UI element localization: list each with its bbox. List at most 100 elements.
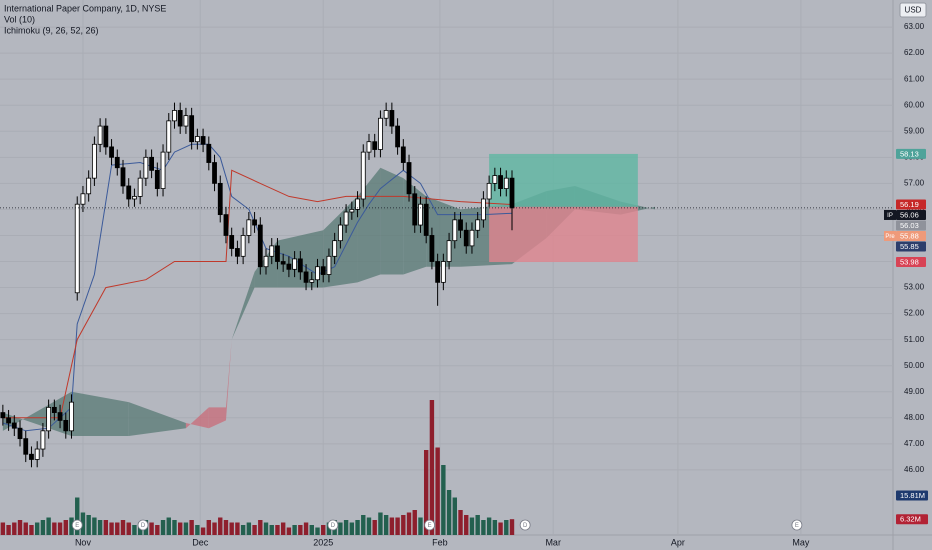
event-icon	[137, 519, 149, 531]
volume-bar	[235, 522, 240, 535]
price-label: 56.03	[900, 221, 919, 230]
event-icon	[424, 519, 436, 531]
price-label-box	[896, 241, 926, 252]
volume-bar	[29, 525, 34, 535]
volume-bar	[200, 527, 206, 535]
candle-body	[143, 156, 149, 179]
candle-body	[63, 419, 69, 432]
volume-bar	[223, 520, 229, 535]
volume-bar	[246, 522, 252, 535]
volume-bar	[252, 525, 257, 535]
volume-bar	[498, 522, 503, 535]
candle-body	[275, 245, 280, 262]
candle-body	[309, 279, 315, 283]
volume-bar	[109, 522, 114, 535]
volume-bar	[172, 520, 177, 535]
candle-body	[492, 175, 498, 184]
candle-body	[435, 261, 441, 283]
x-tick-label: Dec	[192, 537, 209, 547]
candle-body	[189, 115, 195, 143]
volume-bar	[429, 400, 435, 535]
candle-body	[463, 229, 469, 247]
volume-bar	[280, 522, 286, 535]
y-tick-label: 60.00	[904, 100, 925, 109]
y-tick-label: 59.00	[904, 126, 925, 135]
candle-body	[114, 156, 120, 169]
candle-body	[292, 258, 298, 270]
candle-body	[503, 177, 509, 189]
candle-body	[423, 203, 429, 236]
volume-bar	[446, 490, 452, 535]
y-tick-label: 49.00	[904, 387, 925, 396]
x-tick-label: Nov	[75, 537, 92, 547]
price-label: 56.06	[900, 210, 919, 219]
candle-body	[160, 151, 166, 189]
price-tag: Pre	[885, 234, 895, 240]
candle-body	[498, 175, 503, 189]
volume-bar	[40, 520, 46, 535]
volume-bar	[115, 522, 120, 535]
volume-label: 15.81M	[900, 491, 925, 500]
candle-body	[412, 193, 418, 226]
cloud-segment	[185, 407, 209, 429]
event-label: D	[331, 523, 336, 529]
candle-body	[475, 219, 481, 231]
price-label-box	[896, 220, 926, 231]
cloud-segment	[225, 339, 232, 421]
candle-body	[34, 448, 40, 460]
indicator-legend: Ichimoku (9, 26, 52, 26)	[4, 25, 99, 35]
volume-bar	[406, 512, 412, 535]
cloud-segment	[208, 407, 226, 429]
candle-body	[80, 193, 86, 205]
volume-label: 6.32M	[900, 515, 921, 524]
candle-body	[109, 146, 114, 158]
candle-body	[429, 235, 435, 262]
position-loss	[489, 206, 638, 263]
candle-body	[183, 115, 189, 127]
candle-body	[17, 427, 23, 440]
cloud-segment	[426, 196, 461, 267]
candle-body	[469, 229, 475, 247]
price-label-box	[896, 230, 926, 241]
volume-bar	[452, 497, 457, 535]
candle-body	[252, 219, 257, 226]
candle-body	[366, 141, 372, 153]
volume-bar	[206, 520, 212, 535]
conversion-line	[2, 143, 513, 432]
volume-bar	[349, 522, 355, 535]
x-tick-label: 2025	[313, 537, 333, 547]
volume-bar	[315, 527, 320, 535]
candle-body	[51, 406, 57, 413]
candle-body	[418, 203, 423, 226]
candle-body	[194, 136, 200, 143]
volume-bar	[269, 525, 274, 535]
volume-bar	[298, 525, 303, 535]
candle-body	[389, 110, 395, 127]
volume-bar	[183, 522, 189, 535]
x-tick-label: Apr	[671, 537, 685, 547]
volume-bar	[378, 512, 383, 535]
candle-body	[326, 255, 332, 275]
volume-bar	[286, 527, 292, 535]
volume-bar	[275, 525, 280, 535]
volume-bar	[57, 522, 63, 535]
volume-bar	[321, 525, 326, 535]
volume-bar	[149, 522, 154, 535]
volume-bar	[412, 510, 417, 535]
candle-body	[29, 453, 34, 460]
chart-title: International Paper Company, 1D, NYSE	[4, 3, 166, 13]
event-icon	[519, 519, 531, 531]
x-tick-label: Mar	[545, 537, 561, 547]
cloud-segment	[128, 402, 186, 437]
volume-bar	[126, 522, 131, 535]
candle-body	[332, 240, 338, 257]
y-tick-label: 53.00	[904, 283, 925, 292]
price-tag-box	[884, 209, 896, 220]
candle-body	[263, 255, 269, 268]
candle-body	[297, 258, 303, 273]
candle-body	[149, 156, 154, 171]
volume-bar	[240, 525, 246, 535]
